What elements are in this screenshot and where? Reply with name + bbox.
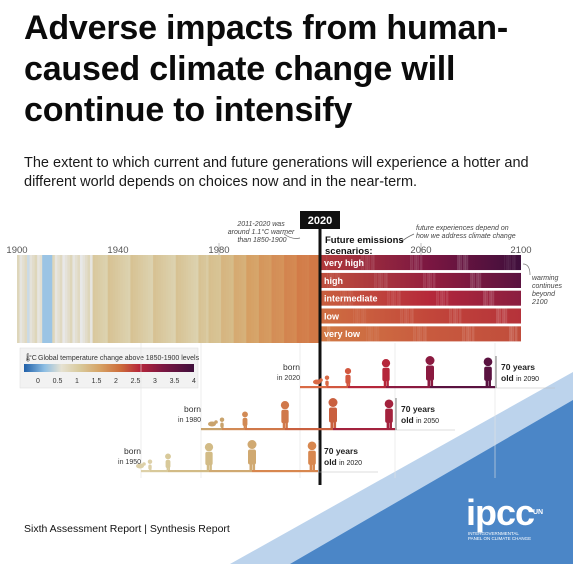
page-subtitle: The extent to which current and future g… bbox=[24, 155, 529, 190]
person-figure bbox=[307, 441, 317, 470]
ipcc-logo: ipcc bbox=[466, 492, 535, 533]
person-figure bbox=[247, 440, 257, 470]
legend-tick: 2.5 bbox=[131, 378, 141, 385]
continues-bracket bbox=[522, 263, 531, 276]
person-figure bbox=[344, 368, 352, 386]
past-annotation: 2011-2020 was around 1.1°C warmer than 1… bbox=[228, 221, 297, 244]
scenario-bar-low bbox=[320, 308, 521, 324]
child-figure bbox=[324, 375, 330, 386]
person-figure bbox=[204, 443, 214, 470]
pet-figure bbox=[313, 378, 323, 385]
generation-timelines: born in 2020 70 years old in 2090 born in 198… bbox=[118, 356, 555, 473]
scenario-bar-high bbox=[320, 272, 521, 288]
born-label: born in 1950 bbox=[118, 446, 141, 466]
year-label-1940: 1940 bbox=[107, 245, 128, 256]
person-figure bbox=[381, 359, 391, 386]
scenario-label: high bbox=[324, 276, 343, 286]
born-label: born in 1980 bbox=[178, 404, 201, 424]
person-figure bbox=[384, 399, 394, 428]
child-figure bbox=[219, 417, 225, 428]
legend-unit: °C bbox=[29, 354, 37, 362]
pet-figure bbox=[136, 462, 146, 469]
un-logo: UN bbox=[533, 509, 544, 516]
person-figure bbox=[280, 401, 290, 428]
scenario-bar-very-high bbox=[320, 255, 521, 271]
scenario-label: very high bbox=[324, 258, 364, 268]
legend-gradient-bar bbox=[24, 364, 194, 372]
person-figure bbox=[165, 453, 171, 470]
person-figure bbox=[242, 411, 248, 428]
age-label: 70 years old in 2050 bbox=[401, 404, 439, 425]
footer-source: Sixth Assessment Report | Synthesis Repo… bbox=[24, 523, 230, 535]
legend-tick: 0.5 bbox=[53, 378, 63, 385]
scenarios-title: Future emissions scenarios: bbox=[325, 235, 406, 257]
legend-tick: 0 bbox=[36, 378, 40, 385]
legend-thermometer-icon: 🌡 bbox=[23, 353, 33, 362]
age-label: 70 years old in 2020 bbox=[324, 446, 362, 467]
scenario-bar-intermediate bbox=[320, 290, 521, 306]
scenario-label: intermediate bbox=[324, 294, 378, 304]
year-label-2100: 2100 bbox=[510, 245, 531, 256]
now-marker-badge bbox=[300, 211, 340, 229]
past-annotation-arrow bbox=[283, 233, 301, 239]
continues-note: warming continues beyond 2100 bbox=[531, 275, 564, 306]
year-label-1900: 1900 bbox=[6, 245, 27, 256]
pet-figure bbox=[208, 420, 218, 427]
scenario-bar-very-low bbox=[320, 326, 521, 342]
warming-stripes bbox=[17, 255, 321, 343]
born-label: born in 2020 bbox=[277, 362, 300, 382]
ipcc-logo-subtitle: Intergovernmental panel on climate chang… bbox=[468, 531, 532, 541]
future-annotation-arrow bbox=[399, 233, 415, 244]
future-annotation: future experiences depend on how we addr… bbox=[416, 225, 516, 240]
warming-timeline-diagram: 1900 1940 1980 2060 2100 2011-2020 was a… bbox=[6, 211, 564, 485]
child-figure bbox=[147, 459, 153, 470]
legend-tick: 1.5 bbox=[92, 378, 102, 385]
scenario-label: very low bbox=[324, 329, 361, 339]
scenario-bars: very high high intermediate low very low bbox=[218, 243, 523, 342]
now-marker-label: 2020 bbox=[308, 215, 332, 227]
page-title: Adverse impacts from human-caused climat… bbox=[24, 9, 508, 129]
generation-row: born in 2020 70 years old in 2090 bbox=[277, 356, 555, 389]
person-figure bbox=[328, 398, 338, 428]
legend-title: Global temperature change above 1850-190… bbox=[38, 355, 200, 362]
legend-tick: 3.5 bbox=[170, 378, 180, 385]
legend-tick: 3 bbox=[153, 378, 157, 385]
scenario-label: low bbox=[324, 311, 340, 321]
legend-tick: 1 bbox=[75, 378, 79, 385]
legend-tick: 2 bbox=[114, 378, 118, 385]
generation-row: born in 1980 70 years old in 2050 bbox=[178, 398, 455, 431]
person-figure bbox=[483, 357, 493, 386]
legend-tick: 4 bbox=[192, 378, 196, 385]
person-figure bbox=[425, 356, 435, 386]
generation-row: born in 1950 70 years old in 2020 bbox=[118, 440, 378, 473]
age-label: 70 years old in 2090 bbox=[501, 362, 539, 383]
legend: 🌡 °C Global temperature change above 185… bbox=[19, 347, 200, 389]
